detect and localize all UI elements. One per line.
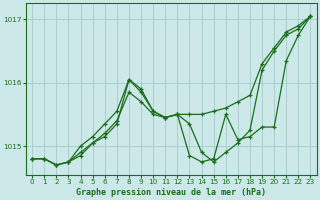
X-axis label: Graphe pression niveau de la mer (hPa): Graphe pression niveau de la mer (hPa)	[76, 188, 266, 197]
